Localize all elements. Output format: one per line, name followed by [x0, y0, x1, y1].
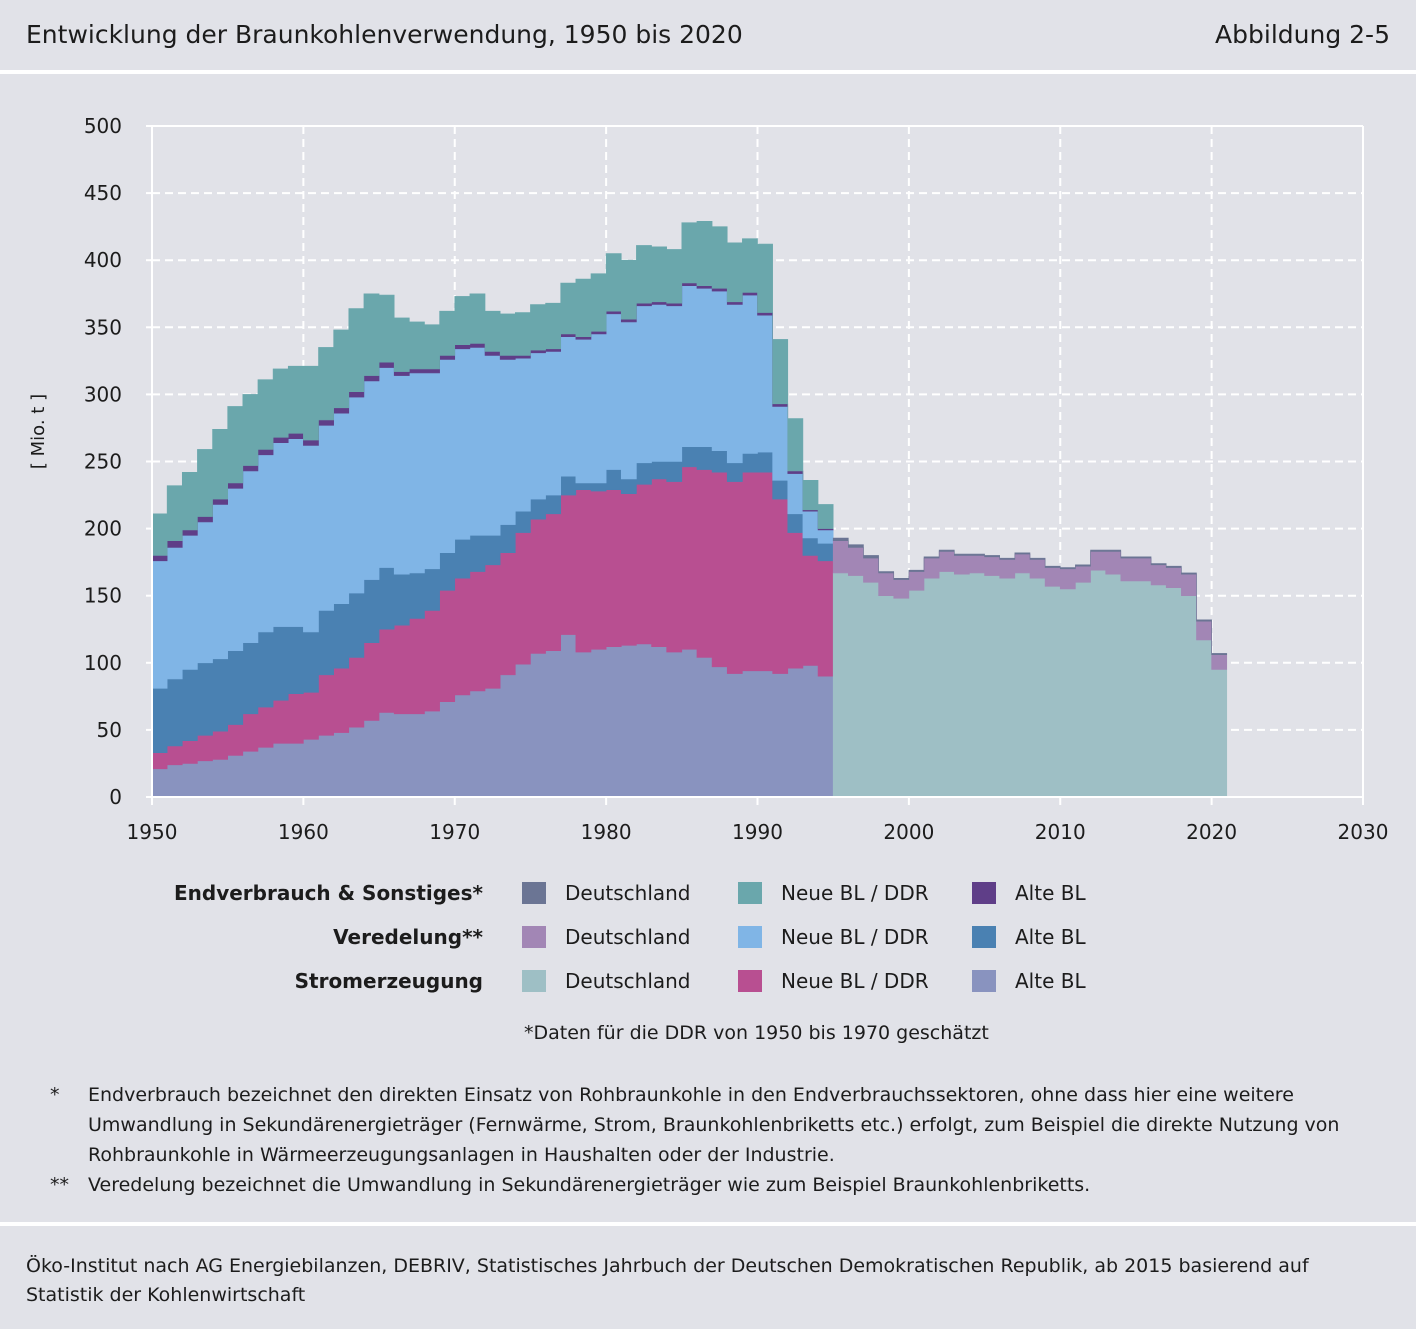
legend-item-label: Deutschland	[565, 881, 691, 905]
x-tick-label: 1980	[581, 820, 632, 844]
y-tick-label: 350	[84, 315, 122, 339]
legend-swatch	[738, 970, 762, 992]
legend-item-label: Deutschland	[565, 925, 691, 949]
x-tick-label: 2020	[1186, 820, 1237, 844]
figure-header: Entwicklung der Braunkohlenverwendung, 1…	[0, 0, 1416, 74]
legend-swatch	[738, 882, 762, 904]
note-mark: **	[50, 1170, 88, 1200]
note-mark: *	[50, 1080, 88, 1170]
y-tick-label: 300	[84, 382, 122, 406]
legend-item-label: Alte BL	[1015, 881, 1086, 905]
legend-item-label: Neue BL / DDR	[781, 969, 929, 993]
area-stromerzeugung-deutschland	[833, 570, 1227, 797]
legend-swatch	[738, 926, 762, 948]
y-tick-label: 50	[97, 718, 122, 742]
notes: * Endverbrauch bezeichnet den direkten E…	[50, 1080, 1380, 1200]
footer: Öko-Institut nach AG Energiebilanzen, DE…	[0, 1222, 1416, 1329]
x-tick-label: 1990	[732, 820, 783, 844]
legend-swatch	[522, 882, 546, 904]
legend-row-label: Endverbrauch & Sonstiges*	[174, 881, 484, 905]
y-tick-label: 100	[84, 651, 122, 675]
chart: 0 50 100 150 200 250 300 350 400 450 500 1950 1960 19…	[0, 78, 1416, 1053]
x-tick-label: 1950	[127, 820, 178, 844]
note-text: Endverbrauch bezeichnet den direkten Ein…	[88, 1080, 1380, 1170]
legend-row-label: Stromerzeugung	[295, 969, 483, 993]
y-tick-label: 200	[84, 517, 122, 541]
legend-swatch	[972, 926, 996, 948]
x-tick-label: 2000	[883, 820, 934, 844]
figure-title: Entwicklung der Braunkohlenverwendung, 1…	[26, 20, 743, 49]
y-tick-label: 500	[84, 114, 122, 138]
legend-item-label: Neue BL / DDR	[781, 925, 929, 949]
x-tick-label: 2030	[1338, 820, 1389, 844]
note-text: Veredelung bezeichnet die Umwandlung in …	[88, 1170, 1380, 1200]
legend-item-label: Alte BL	[1015, 925, 1086, 949]
legend-item-label: Deutschland	[565, 969, 691, 993]
y-tick-label: 400	[84, 248, 122, 272]
legend-row-label: Veredelung**	[333, 925, 483, 949]
x-tick-label: 2010	[1035, 820, 1086, 844]
legend-swatch	[522, 926, 546, 948]
legend-item-label: Alte BL	[1015, 969, 1086, 993]
figure-number: Abbildung 2-5	[1215, 20, 1390, 49]
y-tick-label: 450	[84, 181, 122, 205]
x-tick-label: 1960	[278, 820, 329, 844]
note-veredelung: ** Veredelung bezeichnet die Umwandlung …	[50, 1170, 1380, 1200]
source-text: Öko-Institut nach AG Energiebilanzen, DE…	[26, 1252, 1356, 1310]
legend-swatch	[522, 970, 546, 992]
legend-swatch	[972, 970, 996, 992]
legend-swatch	[972, 882, 996, 904]
note-endverbrauch: * Endverbrauch bezeichnet den direkten E…	[50, 1080, 1380, 1170]
legend-item-label: Neue BL / DDR	[781, 881, 929, 905]
y-tick-label: 250	[84, 450, 122, 474]
y-tick-label: 0	[109, 785, 122, 809]
y-axis-label: [ Mio. t ]	[28, 394, 49, 469]
x-tick-label: 1970	[429, 820, 480, 844]
y-tick-label: 150	[84, 584, 122, 608]
legend-footnote: *Daten für die DDR von 1950 bis 1970 ges…	[524, 1022, 989, 1044]
